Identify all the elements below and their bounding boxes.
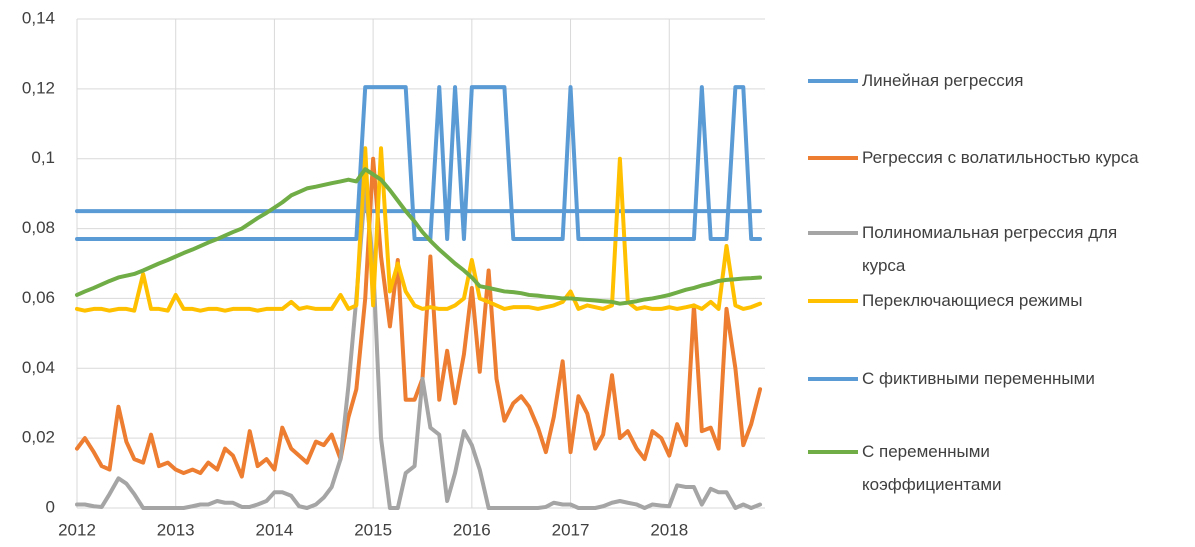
legend-label: Полиномиальная регрессия для курса xyxy=(862,223,1118,275)
x-tick-label: 2017 xyxy=(552,520,590,539)
legend-swatch xyxy=(808,299,858,303)
legend-item: С фиктивными переменными xyxy=(808,367,1162,395)
x-tick-label: 2016 xyxy=(453,520,491,539)
legend-label: Линейная регрессия xyxy=(862,71,1024,90)
series-line xyxy=(75,156,763,479)
x-tick-label: 2013 xyxy=(157,520,195,539)
y-tick-label: 0,02 xyxy=(22,428,55,447)
legend-label: С фиктивными переменными xyxy=(862,369,1095,388)
legend-swatch xyxy=(808,377,858,381)
y-tick-label: 0,04 xyxy=(22,358,55,377)
legend-item: Полиномиальная регрессия для курса xyxy=(808,221,1162,282)
y-tick-label: 0,14 xyxy=(22,8,55,27)
legend-label: С переменными коэффициентами xyxy=(862,442,1002,494)
x-tick-label: 2015 xyxy=(354,520,392,539)
x-tick-label: 2012 xyxy=(58,520,96,539)
legend-item: Линейная регрессия xyxy=(808,69,1162,97)
series-line xyxy=(75,146,763,313)
y-tick-label: 0,08 xyxy=(22,218,55,237)
legend-swatch xyxy=(808,450,858,454)
legend-swatch xyxy=(808,79,858,83)
legend-swatch xyxy=(808,231,858,235)
series-line xyxy=(75,167,763,306)
legend-label: Переключающиеся режимы xyxy=(862,291,1083,310)
legend-item: С переменными коэффициентами xyxy=(808,440,1062,501)
y-tick-label: 0 xyxy=(46,497,55,516)
x-tick-label: 2018 xyxy=(650,520,688,539)
y-tick-label: 0,12 xyxy=(22,78,55,97)
legend-item: Переключающиеся режимы xyxy=(808,289,1162,317)
series-line xyxy=(75,85,763,242)
y-tick-label: 0,06 xyxy=(22,288,55,307)
series-line xyxy=(75,184,763,510)
legend-item: Регрессия с волатильностью курса xyxy=(808,146,1162,174)
legend-swatch xyxy=(808,156,858,160)
x-tick-label: 2014 xyxy=(256,520,294,539)
y-tick-label: 0,1 xyxy=(31,148,55,167)
legend-label: Регрессия с волатильностью курса xyxy=(862,148,1139,167)
